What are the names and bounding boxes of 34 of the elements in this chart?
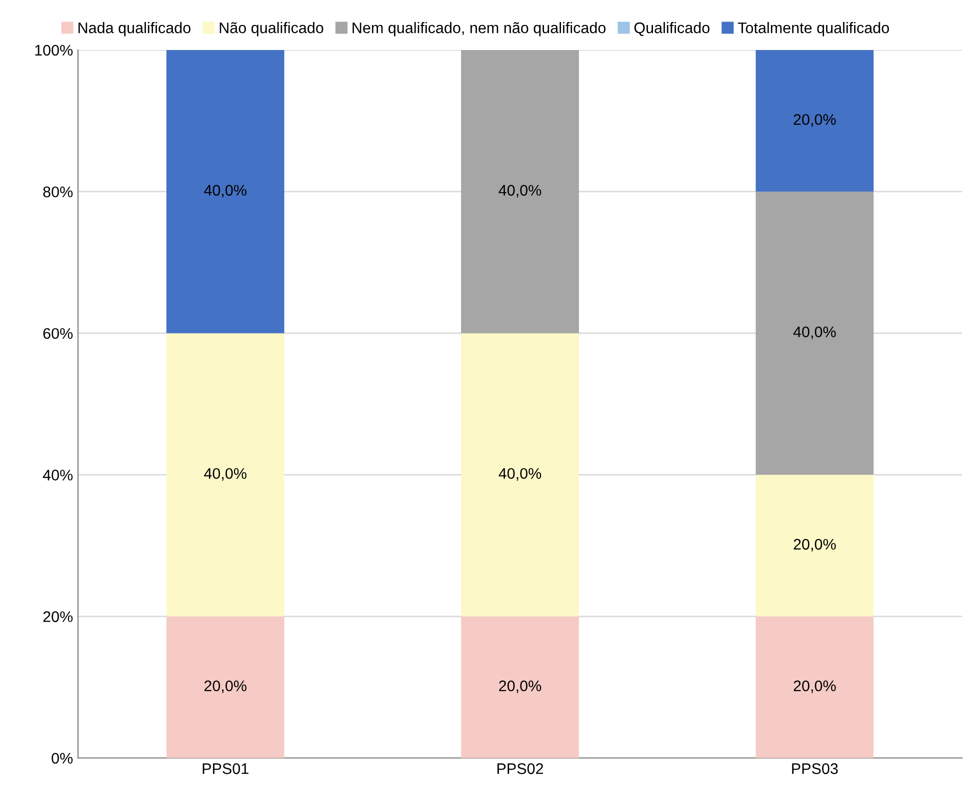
bar [756,616,874,758]
data-label: 20,0% [204,680,246,694]
bar [166,50,284,334]
data-label: 20,0% [794,114,836,127]
data-label: 20,0% [499,680,542,694]
bar [756,192,874,475]
legend-label: Nem qualificado, nem não qualificado [352,22,606,36]
bar [461,616,579,758]
y-tick-label: 0% [52,752,73,764]
bar [756,474,874,616]
data-label: 40,0% [498,468,542,481]
legend-label: Nada qualificado [78,22,190,36]
y-tick-label: 60% [43,328,73,339]
bar [166,333,284,616]
legend-label: Totalmente qualificado [738,22,889,36]
y-tick-label: 20% [43,611,73,622]
data-label: 20,0% [794,538,836,552]
bar [756,50,874,192]
legend-label: Não qualificado [220,22,324,36]
data-label: 40,0% [204,184,246,198]
data-label: 40,0% [498,184,542,198]
y-tick-label: 40% [42,470,73,480]
y-tick-label: 80% [43,186,73,198]
data-label: 20,0% [794,680,836,694]
data-label: 40,0% [793,326,836,340]
bar [166,616,284,758]
legend-label: Qualificado [634,22,710,36]
x-tick-label: PPS03 [792,763,838,774]
x-tick-label: PPS02 [497,763,544,774]
bar [461,50,579,334]
data-label: 40,0% [204,468,246,481]
x-tick-label: PPS01 [202,763,248,774]
y-tick-label: 100% [35,44,73,56]
bar [461,333,579,616]
